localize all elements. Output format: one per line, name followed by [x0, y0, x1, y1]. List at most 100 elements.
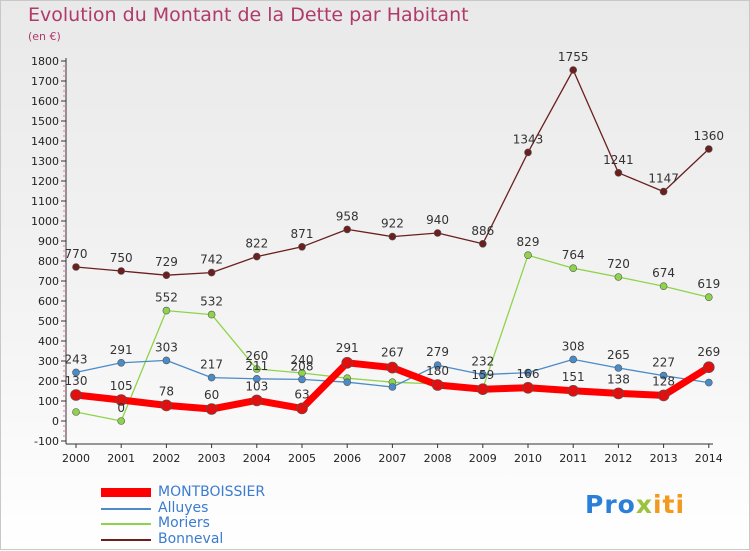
- data-point-bonneval: [162, 271, 171, 280]
- y-tick-label: 200: [38, 375, 59, 388]
- data-point-bonneval: [343, 225, 352, 234]
- x-tick-label: 2013: [650, 452, 678, 465]
- data-label-montboissier: 151: [562, 370, 585, 384]
- x-tick-label: 2002: [152, 452, 180, 465]
- data-point-montboissier: [567, 384, 580, 397]
- x-tick-label: 2014: [695, 452, 723, 465]
- data-label-montboissier: 128: [652, 374, 675, 388]
- x-tick-label: 2003: [198, 452, 226, 465]
- x-tick-label: 2005: [288, 452, 316, 465]
- x-tick-label: 2006: [333, 452, 361, 465]
- data-point-montboissier: [657, 389, 670, 402]
- legend-label: MONTBOISSIER: [158, 484, 266, 500]
- x-tick-label: 2000: [62, 452, 90, 465]
- data-point-montboissier: [431, 379, 444, 391]
- data-point-montboissier: [115, 394, 127, 406]
- data-point-montboissier: [702, 361, 715, 374]
- y-tick-label: 1100: [31, 195, 59, 208]
- y-tick-label: 100: [38, 395, 59, 408]
- data-label-moriers: 674: [652, 266, 675, 280]
- data-point-moriers: [614, 273, 623, 281]
- data-label-alluyes: 308: [562, 339, 585, 353]
- data-point-bonneval: [207, 268, 216, 277]
- data-label-bonneval: 770: [65, 247, 88, 261]
- data-point-montboissier: [296, 402, 308, 415]
- data-label-montboissier: 103: [245, 379, 268, 393]
- data-label-bonneval: 1343: [513, 132, 544, 146]
- data-label-bonneval: 1241: [603, 153, 634, 167]
- y-tick-label: 300: [38, 355, 59, 368]
- data-point-bonneval: [388, 232, 397, 241]
- data-point-alluyes: [207, 373, 216, 382]
- data-point-alluyes: [524, 368, 532, 377]
- data-label-montboissier: 267: [381, 346, 404, 360]
- logo-part-2: x: [635, 490, 653, 519]
- data-point-alluyes: [117, 358, 125, 367]
- x-tick-label: 2004: [243, 452, 271, 465]
- y-tick-label: 1500: [31, 115, 59, 128]
- data-label-alluyes: 208: [291, 359, 314, 373]
- data-point-bonneval: [117, 267, 125, 275]
- data-point-alluyes: [72, 368, 80, 377]
- data-point-alluyes: [388, 383, 397, 391]
- y-tick-label: -100: [34, 435, 59, 448]
- data-label-montboissier: 63: [294, 387, 309, 401]
- data-point-bonneval: [614, 169, 623, 177]
- y-tick-label: 500: [38, 315, 59, 328]
- data-point-alluyes: [704, 378, 713, 387]
- y-tick-label: 1300: [31, 155, 59, 168]
- y-tick-label: 1600: [31, 95, 59, 108]
- data-point-bonneval: [478, 240, 487, 248]
- data-label-alluyes: 279: [426, 345, 449, 359]
- data-label-alluyes: 217: [200, 358, 223, 372]
- data-label-alluyes: 211: [245, 359, 268, 373]
- data-label-montboissier: 130: [65, 374, 88, 388]
- data-label-montboissier: 105: [110, 379, 133, 393]
- data-label-moriers: 829: [517, 235, 540, 249]
- y-tick-label: 900: [38, 235, 59, 248]
- data-label-montboissier: 159: [471, 368, 494, 382]
- data-point-montboissier: [205, 403, 218, 415]
- data-label-bonneval: 822: [245, 237, 268, 251]
- data-label-bonneval: 1360: [694, 129, 725, 143]
- y-tick-label: 600: [38, 295, 59, 308]
- legend-label: Alluyes: [158, 499, 209, 516]
- data-label-moriers: 764: [562, 248, 585, 262]
- data-label-moriers: 532: [200, 295, 223, 309]
- x-tick-label: 2009: [469, 452, 497, 465]
- data-label-bonneval: 1147: [648, 172, 679, 186]
- y-tick-label: 0: [52, 415, 59, 428]
- x-tick-label: 2007: [378, 452, 406, 465]
- x-tick-label: 2010: [514, 452, 542, 465]
- data-point-alluyes: [162, 356, 171, 365]
- series-line-bonneval: [75, 69, 710, 276]
- data-point-moriers: [659, 282, 668, 291]
- y-tick-label: 400: [38, 335, 59, 348]
- data-label-montboissier: 291: [336, 341, 359, 355]
- data-point-bonneval: [433, 229, 442, 237]
- x-tick-label: 2011: [559, 452, 587, 465]
- data-point-bonneval: [659, 187, 668, 196]
- data-point-montboissier: [160, 399, 173, 412]
- data-point-alluyes: [433, 361, 442, 370]
- data-point-alluyes: [659, 371, 668, 380]
- data-label-moriers: 720: [607, 257, 630, 271]
- y-tick-label: 1400: [31, 135, 59, 148]
- data-point-bonneval: [524, 148, 532, 157]
- data-point-alluyes: [569, 355, 578, 364]
- data-label-moriers: 240: [291, 353, 314, 367]
- data-point-moriers: [704, 293, 713, 302]
- legend-swatch: [101, 507, 151, 510]
- data-point-moriers: [253, 365, 261, 373]
- data-label-bonneval: 940: [426, 213, 449, 227]
- x-tick-label: 2001: [107, 452, 135, 465]
- y-tick-label: 1800: [31, 55, 59, 68]
- data-label-moriers: 552: [155, 291, 178, 305]
- legend-swatch: [101, 538, 151, 541]
- x-tick-label: 2012: [604, 452, 632, 465]
- data-label-alluyes: 265: [607, 348, 630, 362]
- y-tick-label: 1200: [31, 175, 59, 188]
- data-point-moriers: [524, 251, 532, 259]
